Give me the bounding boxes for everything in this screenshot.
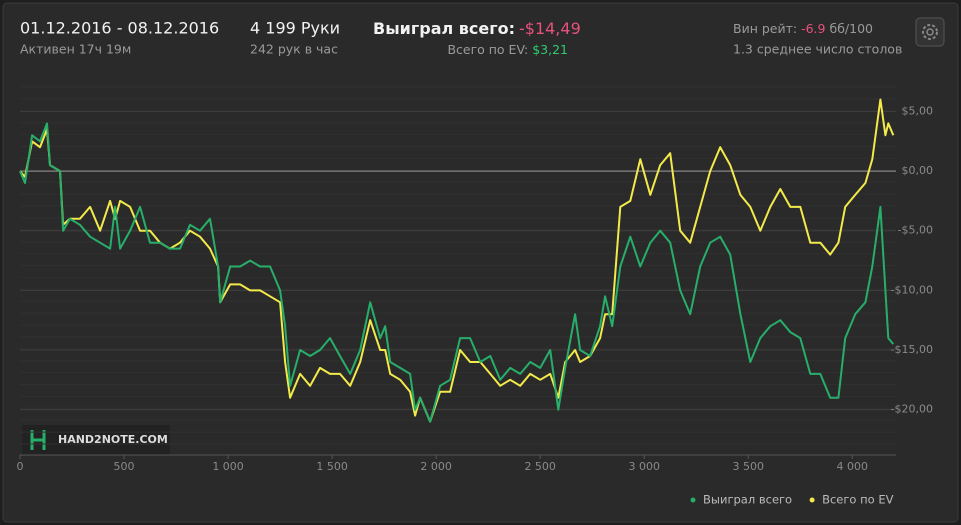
- legend-item: Всего по EV: [809, 493, 894, 507]
- y-tick-label: $5,00: [902, 104, 934, 117]
- logo-text: HAND2NOTE.COM: [58, 433, 168, 446]
- x-tick-label: 3 000: [628, 460, 660, 473]
- legend-item: Выиграл всего: [690, 493, 792, 507]
- x-tick-label: 1 500: [316, 460, 348, 473]
- legend-label: Всего по EV: [822, 493, 893, 507]
- y-tick-label: -$20,00: [891, 403, 933, 416]
- period: 01.12.2016 - 08.12.2016: [20, 19, 219, 38]
- hands: 4 199 Руки: [250, 19, 340, 38]
- tables: 1.3 среднее число столов: [733, 42, 902, 57]
- x-tick-label: 1 000: [212, 460, 244, 473]
- x-tick-label: 4 000: [837, 460, 869, 473]
- y-tick-label: -$5,00: [898, 224, 933, 237]
- x-tick-label: 0: [17, 460, 24, 473]
- won-value: -$14,49: [519, 19, 581, 38]
- winrate-label: Вин рейт:: [733, 21, 797, 36]
- x-tick-label: 3 500: [733, 460, 765, 473]
- series-line: [19, 122, 895, 423]
- winrate-unit: бб/100: [829, 21, 873, 36]
- winrate: Вин рейт: -6.9 бб/100: [733, 21, 873, 36]
- x-tick-label: 2 500: [524, 460, 556, 473]
- won-total: Выиграл всего: -$14,49: [373, 19, 581, 38]
- ev-value: $3,21: [532, 42, 568, 57]
- hands-per-hour: 242 рук в час: [250, 42, 338, 57]
- x-tick-label: 500: [114, 460, 135, 473]
- logo: HAND2NOTE.COM: [22, 425, 170, 455]
- won-label: Выиграл всего:: [373, 19, 515, 38]
- settings-button[interactable]: [915, 17, 945, 47]
- legend-marker: [690, 497, 696, 503]
- ev-total: Всего по EV: $3,21: [447, 42, 568, 57]
- x-tick-label: 2 000: [420, 460, 452, 473]
- legend-label: Выиграл всего: [703, 493, 792, 507]
- winrate-value: -6.9: [801, 21, 825, 36]
- active-time: Активен 17ч 19м: [20, 42, 131, 57]
- ev-label: Всего по EV:: [447, 42, 528, 57]
- y-tick-label: -$15,00: [891, 343, 933, 356]
- y-tick-label: $0,00: [902, 164, 934, 177]
- y-tick-label: -$10,00: [891, 283, 933, 296]
- legend-marker: [809, 497, 815, 503]
